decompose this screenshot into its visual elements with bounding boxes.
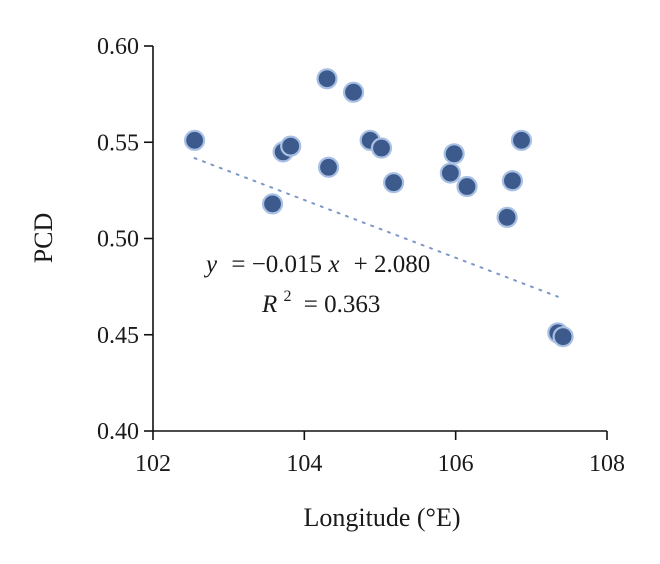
x-tick-label: 108 [589,451,625,477]
data-point [184,129,206,151]
data-point [261,193,284,215]
plot-area: 102 104 106 108 0.40 0.45 0.50 0.55 0.60 [97,34,625,477]
y-tick-label: 0.55 [97,130,139,156]
data-point [443,143,465,165]
r-squared-value: = 0.363 [304,291,381,318]
r-squared-r: R [261,291,277,318]
y-tick-label: 0.50 [97,227,139,253]
data-point [370,137,393,159]
data-point [383,172,405,194]
data-point [496,206,518,228]
equation-x: x [327,251,339,278]
y-tick-label: 0.45 [97,323,139,349]
y-axis-title: PCD [29,213,58,264]
x-tick-label: 102 [135,451,171,477]
y-axis-ticks: 0.40 0.45 0.50 0.55 0.60 [97,34,153,445]
data-point [342,81,365,103]
data-point [501,170,524,192]
data-point [280,135,302,157]
equation-intercept: + 2.080 [354,251,431,278]
x-tick-label: 104 [286,451,322,477]
r-squared-label: R 2 = 0.363 [261,280,380,318]
equation-slope: = −0.015 [231,251,322,278]
data-point [456,175,478,198]
y-tick-label: 0.60 [97,34,139,60]
regression-equation: y = −0.015 x + 2.080 [203,251,430,278]
data-points [184,68,574,348]
data-point [316,68,338,90]
x-tick-label: 106 [438,451,474,477]
data-point [552,326,574,348]
data-point [317,156,340,178]
trendline [193,157,559,298]
x-axis-title: Longitude (°E) [304,503,461,532]
r-squared-exponent: 2 [284,288,292,305]
y-tick-label: 0.40 [97,419,139,445]
equation-y: y [203,251,218,278]
data-point [439,162,461,184]
x-axis-ticks: 102 104 106 108 [135,431,625,477]
data-point [510,129,533,151]
